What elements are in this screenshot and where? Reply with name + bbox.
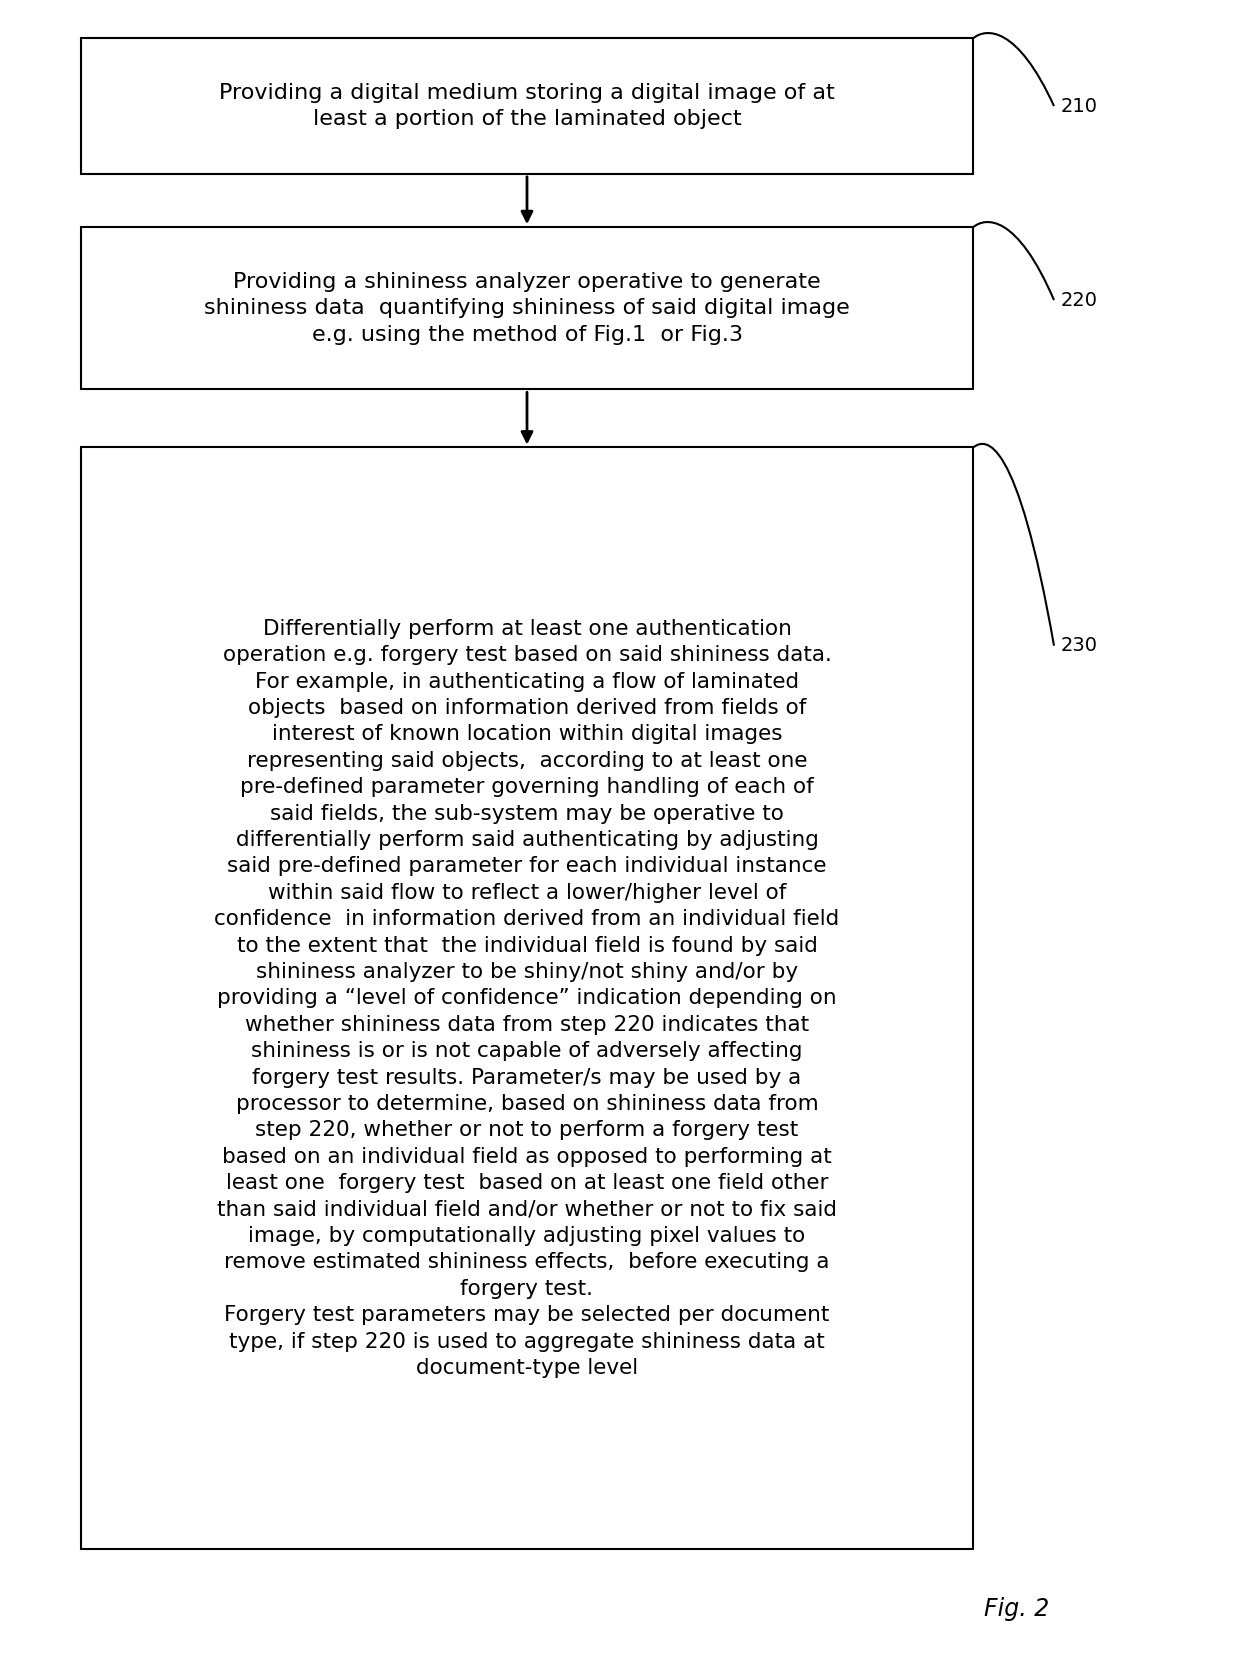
Text: 220: 220 (1060, 290, 1097, 310)
Text: Providing a shininess analyzer operative to generate
shininess data  quantifying: Providing a shininess analyzer operative… (205, 272, 849, 345)
Text: 230: 230 (1060, 636, 1097, 655)
Text: Differentially perform at least one authentication
operation e.g. forgery test b: Differentially perform at least one auth… (215, 618, 839, 1379)
Text: Providing a digital medium storing a digital image of at
least a portion of the : Providing a digital medium storing a dig… (219, 83, 835, 129)
Text: Fig. 2: Fig. 2 (985, 1597, 1049, 1621)
FancyBboxPatch shape (81, 447, 973, 1549)
FancyBboxPatch shape (81, 227, 973, 389)
FancyBboxPatch shape (81, 38, 973, 174)
Text: 210: 210 (1060, 96, 1097, 116)
